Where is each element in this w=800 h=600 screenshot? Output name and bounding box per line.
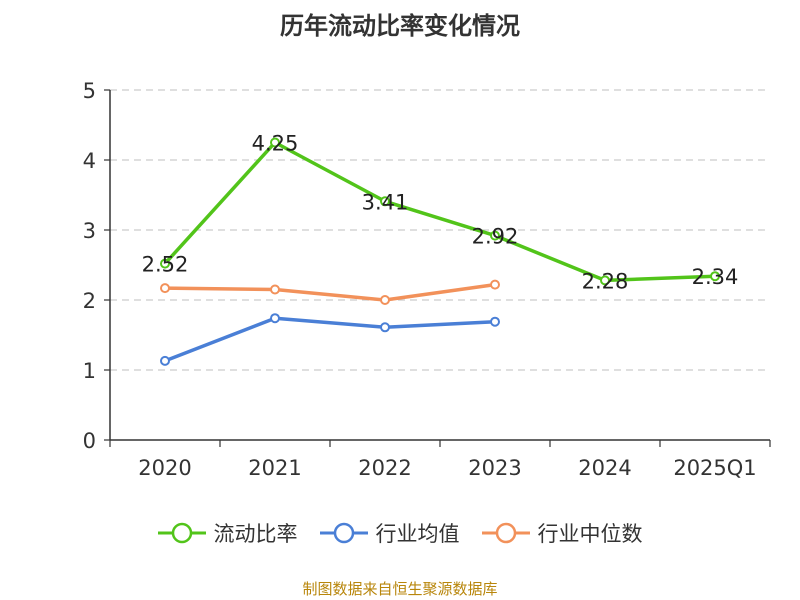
y-tick-label: 0	[83, 429, 96, 453]
data-point	[600, 275, 610, 286]
x-tick-label: 2021	[248, 456, 301, 480]
data-point	[380, 322, 390, 333]
data-point	[490, 279, 500, 290]
legend-item-industry-median[interactable]: 行业中位数	[481, 518, 643, 548]
data-point	[490, 316, 500, 327]
x-tick-label: 2020	[138, 456, 191, 480]
legend-marker-current-ratio	[157, 522, 206, 544]
series-line	[163, 316, 497, 363]
legend-label-industry-median: 行业中位数	[537, 522, 643, 546]
data-point	[160, 258, 170, 269]
data-label: 2.52	[142, 253, 189, 277]
source-note: 制图数据来自恒生聚源数据库	[302, 580, 498, 598]
legend-marker-industry-median	[481, 522, 530, 544]
y-tick-label: 2	[83, 289, 96, 313]
data-label: 2.34	[692, 265, 739, 289]
y-tick-label: 4	[83, 149, 96, 173]
data-point	[160, 283, 170, 294]
data-point	[270, 284, 280, 295]
data-point	[380, 196, 390, 207]
data-point	[710, 271, 720, 282]
x-tick-label: 2023	[468, 456, 521, 480]
data-point	[490, 230, 500, 241]
data-point	[270, 137, 280, 148]
y-tick-label: 1	[83, 359, 96, 383]
legend-label-industry-mean: 行业均值	[375, 522, 460, 546]
data-point	[270, 313, 280, 324]
y-tick-label: 3	[83, 219, 96, 243]
legend-item-current-ratio[interactable]: 流动比率	[157, 518, 298, 548]
series-line	[163, 140, 717, 283]
legend-item-industry-mean[interactable]: 行业均值	[319, 518, 460, 548]
series	[160, 137, 720, 366]
data-label: 2.28	[582, 269, 629, 293]
x-tick-label: 2022	[358, 456, 411, 480]
data-label: 3.41	[362, 190, 409, 214]
x-tick-label: 2025Q1	[673, 456, 756, 480]
y-tick-label: 5	[83, 79, 96, 103]
legend: 流动比率 行业均值 行业中位数	[0, 518, 800, 548]
data-label: 4.25	[252, 132, 299, 156]
series-line	[163, 282, 497, 302]
x-tick-label: 2024	[578, 456, 631, 480]
chart-title: 历年流动比率变化情况	[280, 12, 520, 40]
axes: 0 1 2 3 4 5 2020 2021 2022 2023 2024 2025Q1	[83, 79, 771, 480]
data-labels: 2.52 4.25 3.41 2.92 2.28 2.34	[142, 132, 739, 294]
data-label: 2.92	[472, 225, 519, 249]
legend-marker-industry-mean	[319, 522, 368, 544]
legend-label-current-ratio: 流动比率	[213, 522, 298, 546]
grid-lines	[110, 89, 770, 371]
data-point	[160, 355, 170, 366]
data-point	[380, 295, 390, 305]
